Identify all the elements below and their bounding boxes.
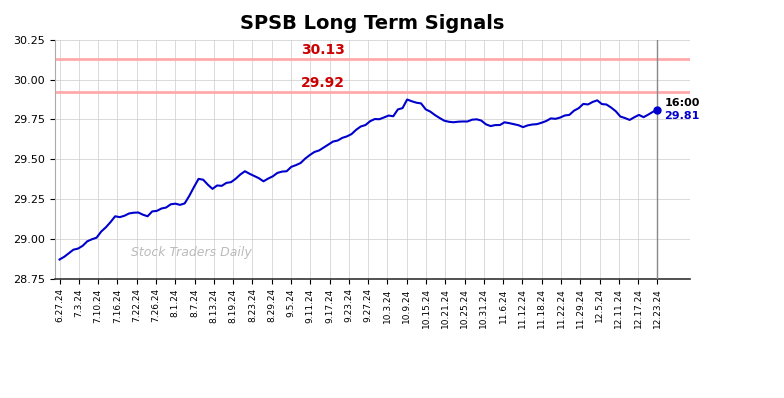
Text: 16:00: 16:00 [664,98,700,109]
Text: 29.81: 29.81 [664,111,700,121]
Text: 30.13: 30.13 [301,43,344,57]
Text: Stock Traders Daily: Stock Traders Daily [131,246,252,259]
Text: 29.92: 29.92 [300,76,345,90]
Title: SPSB Long Term Signals: SPSB Long Term Signals [240,14,505,33]
